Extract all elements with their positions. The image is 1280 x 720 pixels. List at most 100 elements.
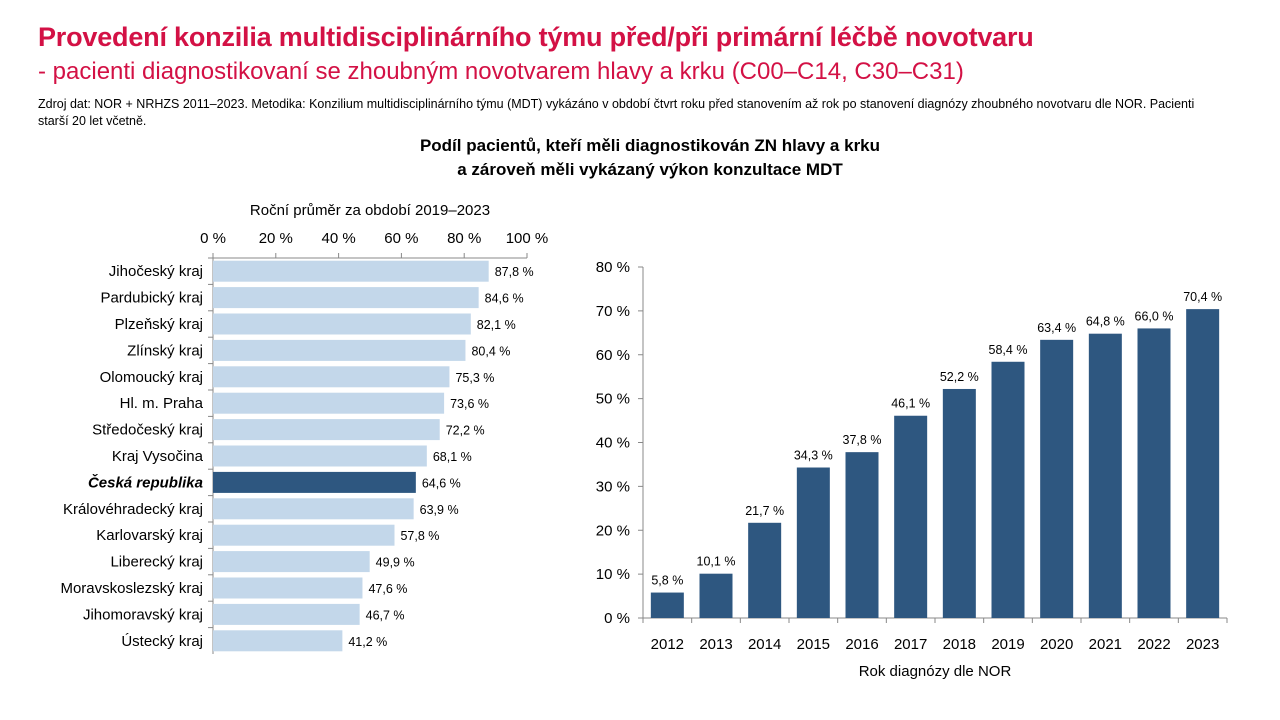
x-tick-label: 2019 (991, 636, 1024, 653)
category-label: Karlovarský kraj (96, 527, 203, 544)
page-title: Provedení konzilia multidisciplinárního … (38, 22, 1034, 52)
data-label: 80,4 % (471, 344, 510, 358)
bar (213, 498, 414, 520)
category-label: Kraj Vysočina (112, 448, 204, 465)
category-label: Jihomoravský kraj (83, 606, 203, 623)
bar (213, 419, 440, 441)
x-tick-label: 2016 (845, 636, 878, 653)
category-label: Hl. m. Praha (120, 395, 204, 412)
x-tick-label: 2017 (894, 636, 927, 653)
data-label: 52,2 % (940, 370, 979, 384)
bar (699, 573, 733, 618)
bar (213, 445, 427, 467)
x-tick-label: 2012 (651, 636, 684, 653)
data-label: 57,8 % (400, 529, 439, 543)
bar (213, 603, 360, 625)
bar (1040, 339, 1074, 618)
y-tick-label: 30 % (596, 478, 630, 495)
category-label: Liberecký kraj (110, 554, 203, 571)
data-label: 64,6 % (422, 476, 461, 490)
y-tick-label: 80 % (596, 259, 630, 276)
data-label: 72,2 % (446, 424, 485, 438)
data-label: 87,8 % (495, 265, 534, 279)
x-tick-label: 2023 (1186, 636, 1219, 653)
data-label: 84,6 % (485, 292, 524, 306)
x-tick-label: 100 % (506, 230, 549, 247)
x-axis-title: Rok diagnózy dle NOR (859, 663, 1012, 680)
category-label: Jihočeský kraj (109, 263, 203, 280)
data-label: 34,3 % (794, 449, 833, 463)
data-label: 63,9 % (420, 503, 459, 517)
bar (796, 467, 830, 618)
bar (213, 524, 395, 546)
data-label: 41,2 % (348, 635, 387, 649)
data-label: 5,8 % (651, 574, 683, 588)
data-label: 46,1 % (891, 397, 930, 411)
data-label: 73,6 % (450, 397, 489, 411)
bar (213, 551, 370, 573)
data-label: 82,1 % (477, 318, 516, 332)
category-label: Plzeňský kraj (115, 316, 203, 333)
category-label: Česká republika (88, 473, 203, 491)
data-label: 58,4 % (989, 343, 1028, 357)
data-label: 66,0 % (1135, 309, 1174, 323)
category-label: Ústecký kraj (121, 633, 203, 650)
x-tick-label: 60 % (384, 230, 418, 247)
category-label: Olomoucký kraj (100, 369, 203, 386)
x-tick-label: 2020 (1040, 636, 1073, 653)
bar (991, 361, 1025, 618)
bar (894, 415, 928, 618)
x-tick-label: 80 % (447, 230, 481, 247)
data-label: 37,8 % (843, 433, 882, 447)
x-tick-label: 0 % (200, 230, 226, 247)
data-label: 68,1 % (433, 450, 472, 464)
data-label: 10,1 % (697, 555, 736, 569)
y-tick-label: 40 % (596, 435, 630, 452)
x-tick-label: 2015 (797, 636, 830, 653)
data-source-note: Zdroj dat: NOR + NRHZS 2011–2023. Metodi… (38, 97, 1195, 128)
bar (213, 577, 363, 599)
y-tick-label: 20 % (596, 522, 630, 539)
y-tick-label: 70 % (596, 303, 630, 320)
y-tick-label: 0 % (604, 610, 630, 627)
category-label: Královéhradecký kraj (63, 501, 203, 518)
bar (213, 392, 445, 414)
x-tick-label: 2014 (748, 636, 781, 653)
bar (213, 287, 479, 309)
bar (1137, 328, 1171, 618)
x-tick-label: 20 % (259, 230, 293, 247)
chart-heading-line1: Podíl pacientů, kteří měli diagnostiková… (419, 136, 881, 155)
page-subtitle: - pacienti diagnostikovaní se zhoubným n… (38, 58, 964, 85)
y-tick-label: 10 % (596, 566, 630, 583)
bar (650, 592, 684, 618)
x-tick-label: 2021 (1089, 636, 1122, 653)
y-tick-label: 60 % (596, 347, 630, 364)
category-label: Středočeský kraj (92, 422, 203, 439)
bar (942, 388, 976, 618)
data-label: 47,6 % (368, 582, 407, 596)
bar (1186, 309, 1220, 618)
bar (213, 471, 416, 493)
bar (748, 522, 782, 618)
data-label: 75,3 % (455, 371, 494, 385)
bar (213, 260, 489, 282)
category-label: Moravskoslezský kraj (60, 580, 203, 597)
category-label: Zlínský kraj (127, 342, 203, 359)
data-label: 63,4 % (1037, 321, 1076, 335)
x-tick-label: 2018 (943, 636, 976, 653)
x-tick-label: 40 % (321, 230, 355, 247)
bar (213, 630, 343, 652)
x-tick-label: 2022 (1137, 636, 1170, 653)
bar (213, 339, 466, 361)
bar (213, 366, 450, 388)
y-tick-label: 50 % (596, 391, 630, 408)
bar (213, 313, 471, 335)
bar (845, 452, 879, 618)
data-label: 70,4 % (1183, 290, 1222, 304)
x-tick-label: 2013 (699, 636, 732, 653)
regional-bar-chart: Roční průměr za období 2019–2023 0 % 20 % 4… (60, 202, 549, 654)
category-label: Pardubický kraj (100, 290, 203, 307)
data-label: 49,9 % (376, 556, 415, 570)
data-label: 64,8 % (1086, 315, 1125, 329)
